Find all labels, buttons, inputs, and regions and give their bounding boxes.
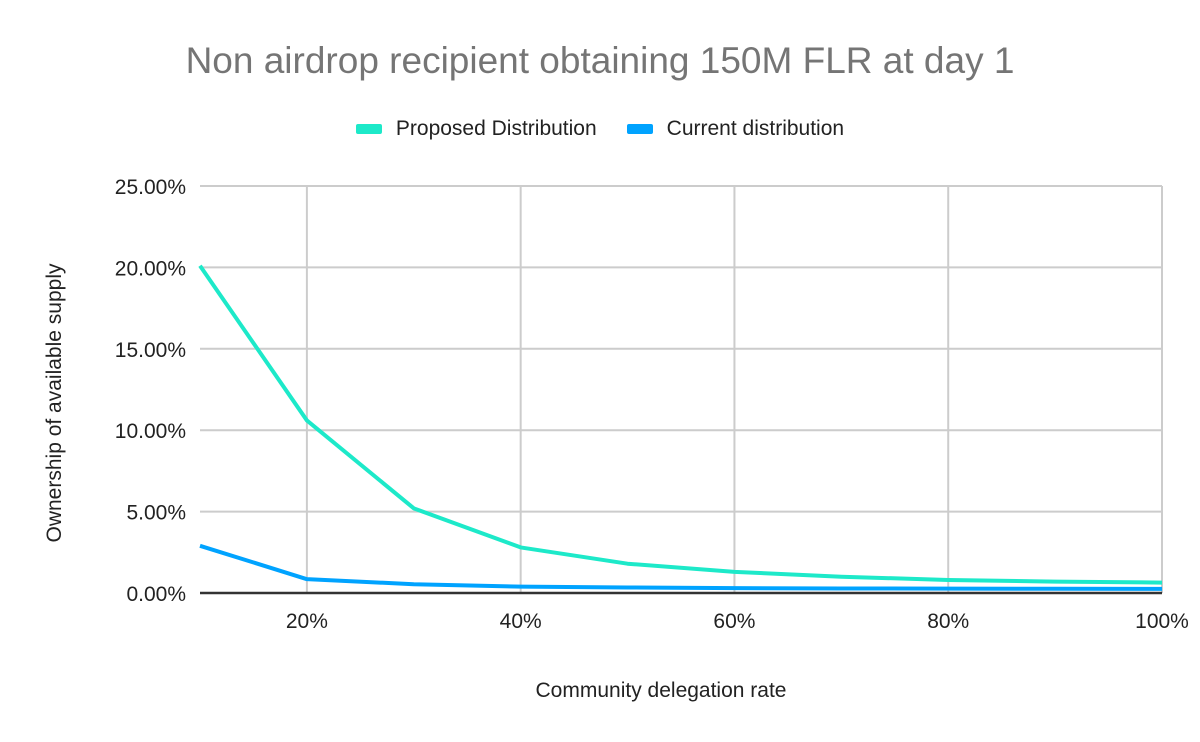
y-tick-label: 25.00%	[115, 176, 186, 199]
y-tick-label: 15.00%	[115, 339, 186, 362]
legend-label-current: Current distribution	[666, 117, 845, 140]
y-tick-label: 10.00%	[115, 420, 186, 443]
legend-swatch-current	[626, 124, 653, 134]
y-tick-label: 5.00%	[126, 502, 186, 525]
y-tick-label: 20.00%	[115, 257, 186, 280]
legend: Proposed Distribution Current distributi…	[0, 117, 1200, 141]
legend-swatch-proposed	[355, 124, 382, 134]
series-line-current	[199, 543, 1163, 591]
series-line-proposed	[198, 264, 1163, 585]
legend-item-proposed: Proposed Distribution	[355, 117, 597, 141]
y-axis-label: Ownership of available supply	[43, 263, 66, 542]
chart-title: Non airdrop recipient obtaining 150M FLR…	[185, 40, 1015, 81]
legend-label-proposed: Proposed Distribution	[395, 117, 597, 140]
x-tick-label: 100%	[1135, 610, 1189, 633]
x-tick-label: 60%	[713, 610, 755, 633]
y-tick-label: 0.00%	[126, 583, 186, 606]
legend-item-current: Current distribution	[626, 117, 845, 141]
x-tick-label: 20%	[286, 610, 328, 633]
x-tick-label: 80%	[927, 610, 969, 633]
x-axis-label: Community delegation rate	[536, 679, 787, 702]
x-tick-label: 40%	[500, 610, 542, 633]
